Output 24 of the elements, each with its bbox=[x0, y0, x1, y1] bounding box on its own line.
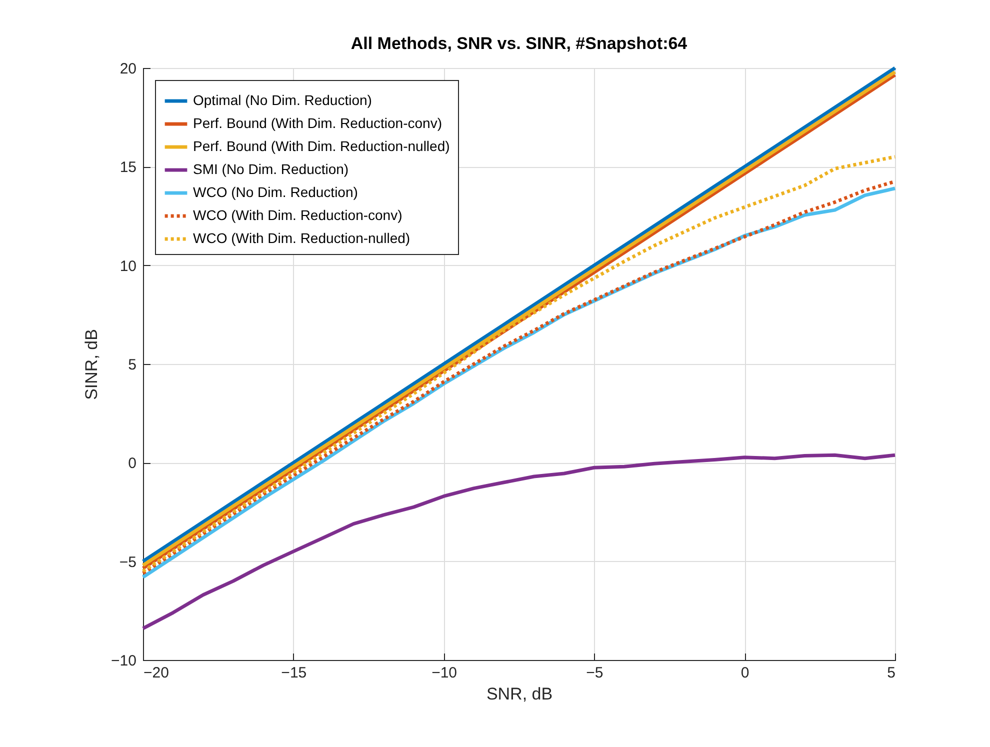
x-axis-title: SNR, dB bbox=[486, 684, 553, 704]
legend-label: Optimal (No Dim. Reduction) bbox=[193, 92, 372, 108]
x-tick-label: −5 bbox=[586, 664, 604, 682]
line-series bbox=[141, 453, 897, 630]
legend-label: Perf. Bound (With Dim. Reduction-nulled) bbox=[193, 138, 450, 154]
x-tick-label: −10 bbox=[432, 664, 458, 682]
x-tick-label: 0 bbox=[740, 664, 750, 682]
legend-label: SMI (No Dim. Reduction) bbox=[193, 161, 349, 177]
y-tick-label: −5 bbox=[119, 554, 136, 571]
legend-label: WCO (With Dim. Reduction-conv) bbox=[193, 207, 402, 223]
x-tick-label: 5 bbox=[887, 664, 896, 682]
y-tick-label: 20 bbox=[120, 60, 136, 78]
y-axis-title: SINR, dB bbox=[82, 329, 102, 400]
y-tick-label: 0 bbox=[128, 455, 136, 472]
y-tick-label: −10 bbox=[111, 652, 136, 670]
y-tick-label: 10 bbox=[120, 258, 136, 275]
legend-label: WCO (No Dim. Reduction) bbox=[193, 184, 358, 200]
legend-label: Perf. Bound (With Dim. Reduction-conv) bbox=[193, 115, 442, 131]
x-tick-label: −20 bbox=[144, 664, 169, 682]
x-tick-label: −15 bbox=[281, 664, 307, 682]
chart-title: All Methods, SNR vs. SINR, #Snapshot:64 bbox=[350, 34, 688, 53]
legend-label: WCO (With Dim. Reduction-nulled) bbox=[193, 230, 410, 246]
y-tick-label: 15 bbox=[120, 159, 136, 176]
y-tick-label: 5 bbox=[128, 356, 136, 374]
